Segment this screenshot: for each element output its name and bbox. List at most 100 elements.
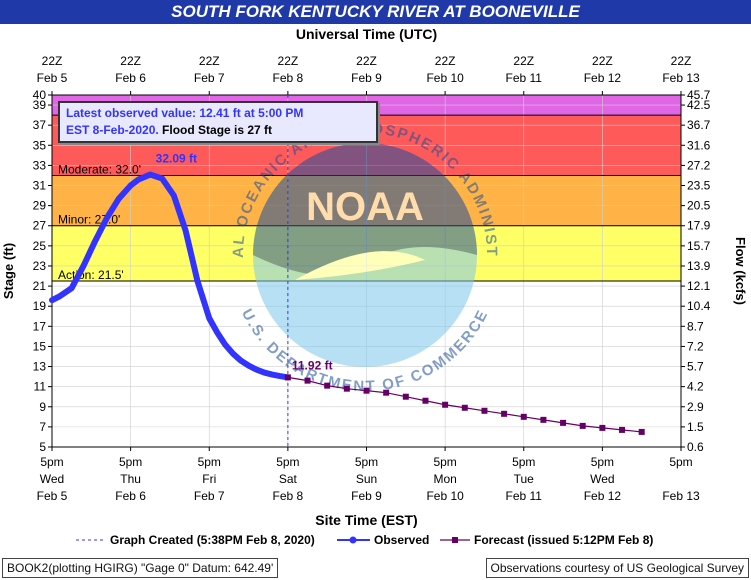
bottom-tick-label-3: Feb 8	[273, 489, 304, 503]
category-label-moderate: Moderate: 32.0'	[58, 162, 141, 176]
legend: Graph Created (5:38PM Feb 8, 2020) Observ…	[76, 533, 653, 547]
bottom-tick-label-2: Sun	[356, 472, 377, 486]
bottom-tick-label-1: 5pm	[355, 455, 378, 469]
legend-forecast-marker	[452, 537, 458, 543]
forecast-point	[501, 410, 508, 417]
y2-tick-label: 45.7	[687, 88, 711, 102]
y-tick-label: 7	[39, 420, 46, 434]
note-line-2-prefix: EST 8-Feb-2020.	[66, 123, 159, 137]
forecast-point	[402, 393, 409, 400]
note-line-1: Latest observed value: 12.41 ft at 5:00 …	[66, 106, 304, 120]
y2-tick-label: 27.2	[687, 158, 711, 172]
y2-tick-label: 12.1	[687, 279, 711, 293]
y-tick-label: 11	[34, 380, 47, 394]
bottom-tick-label-3: Feb 7	[194, 489, 225, 503]
bottom-tick-label-3: Feb 5	[37, 489, 68, 503]
bottom-tick-label-3: Feb 13	[662, 489, 700, 503]
legend-graph-created-label: Graph Created (5:38PM Feb 8, 2020)	[110, 533, 315, 547]
top-tick-label-1: 22Z	[120, 54, 141, 68]
bottom-tick-label-2: Fri	[202, 472, 216, 486]
forecast-point	[619, 426, 626, 433]
bottom-tick-label-1: 5pm	[276, 455, 299, 469]
top-tick-label-2: Feb 9	[351, 71, 382, 85]
bottom-tick-label-3: Feb 9	[351, 489, 382, 503]
top-tick-label-2: Feb 5	[37, 71, 68, 85]
y2-tick-label: 15.7	[687, 239, 711, 253]
y-tick-label: 29	[33, 199, 47, 213]
bottom-tick-label-2: Sat	[279, 472, 298, 486]
y-tick-label: 25	[33, 239, 47, 253]
y-tick-label: 39	[33, 98, 47, 112]
top-tick-label-1: 22Z	[592, 54, 613, 68]
y-tick-label: 27	[33, 219, 47, 233]
y-tick-label: 40	[33, 88, 47, 102]
latest-observation-note: Latest observed value: 12.41 ft at 5:00 …	[58, 101, 378, 143]
observed-series-line	[49, 171, 291, 381]
y-axis-title: Stage (ft)	[1, 243, 16, 299]
annotations: 32.09 ft 11.92 ft	[156, 152, 333, 373]
y-tick-label: 31	[33, 179, 47, 193]
noaa-logo-bird	[295, 251, 425, 280]
legend-observed-marker	[349, 536, 357, 544]
noaa-logo-sky	[253, 143, 477, 276]
forecast-point	[481, 407, 488, 414]
bottom-tick-label-1: 5pm	[669, 455, 692, 469]
y2-tick-label: 17.9	[687, 219, 711, 233]
forecast-point	[304, 377, 311, 384]
top-tick-label-2: Feb 12	[584, 71, 622, 85]
note-line-2-suffix: Flood Stage is 27 ft	[158, 123, 273, 137]
top-tick-label-2: Feb 10	[426, 71, 464, 85]
y-tick-label: 23	[33, 259, 47, 273]
footer-datum: BOOK2(plotting HGIRG) "Gage 0" Datum: 64…	[2, 558, 279, 578]
footer-credit: Observations courtesy of US Geological S…	[485, 558, 749, 578]
bottom-tick-label-1: 5pm	[119, 455, 142, 469]
y2-tick-label: 0.6	[687, 440, 704, 454]
top-tick-label-2: Feb 8	[273, 71, 304, 85]
bottom-tick-label-1: 5pm	[198, 455, 221, 469]
y2-axis-title: Flow (kcfs)	[733, 237, 748, 305]
bottom-tick-label-1: 5pm	[433, 455, 456, 469]
legend-forecast-label: Forecast (issued 5:12PM Feb 8)	[474, 533, 653, 547]
category-label-action: Action: 21.5'	[58, 268, 124, 282]
forecast-point	[540, 416, 547, 423]
forecast-point	[363, 387, 370, 394]
y2-tick-label: 10.4	[687, 299, 711, 313]
top-tick-label-1: 22Z	[356, 54, 377, 68]
y2-tick-label: 4.2	[687, 380, 704, 394]
y2-tick-label: 31.6	[687, 138, 711, 152]
bottom-tick-label-2: Wed	[40, 472, 64, 486]
top-tick-label-1: 22Z	[278, 54, 299, 68]
top-tick-label-1: 22Z	[435, 54, 456, 68]
forecast-point	[579, 422, 586, 429]
forecast-point	[343, 385, 350, 392]
forecast-point	[383, 389, 390, 396]
y2-tick-label: 7.2	[687, 339, 704, 353]
y-tick-label: 35	[33, 138, 47, 152]
forecast-point	[442, 401, 449, 408]
bottom-tick-label-1: 5pm	[40, 455, 63, 469]
top-axis-title: Universal Time (UTC)	[296, 26, 437, 42]
top-tick-label-2: Feb 6	[115, 71, 146, 85]
y2-tick-label: 20.5	[687, 199, 711, 213]
bottom-tick-label-3: Feb 11	[506, 489, 543, 503]
top-tick-label-1: 22Z	[671, 54, 692, 68]
top-tick-label-2: Feb 7	[194, 71, 225, 85]
bottom-tick-label-1: 5pm	[591, 455, 614, 469]
y-tick-label: 9	[39, 400, 46, 414]
y2-tick-label: 42.5	[687, 98, 711, 112]
y2-tick-label: 8.7	[687, 319, 704, 333]
top-tick-label-1: 22Z	[513, 54, 534, 68]
bottom-tick-label-2: Thu	[120, 472, 141, 486]
forecast-point	[520, 413, 527, 420]
chart-title: SOUTH FORK KENTUCKY RIVER AT BOONEVILLE	[0, 0, 751, 24]
bottom-axis-title: Site Time (EST)	[315, 512, 417, 528]
bottom-tick-label-3: Feb 10	[426, 489, 464, 503]
top-tick-label-1: 22Z	[199, 54, 220, 68]
series-lines	[49, 95, 645, 447]
y-tick-label: 21	[33, 279, 47, 293]
forecast-point	[560, 419, 567, 426]
forecast-point	[284, 374, 291, 381]
y-tick-label: 37	[33, 118, 47, 132]
